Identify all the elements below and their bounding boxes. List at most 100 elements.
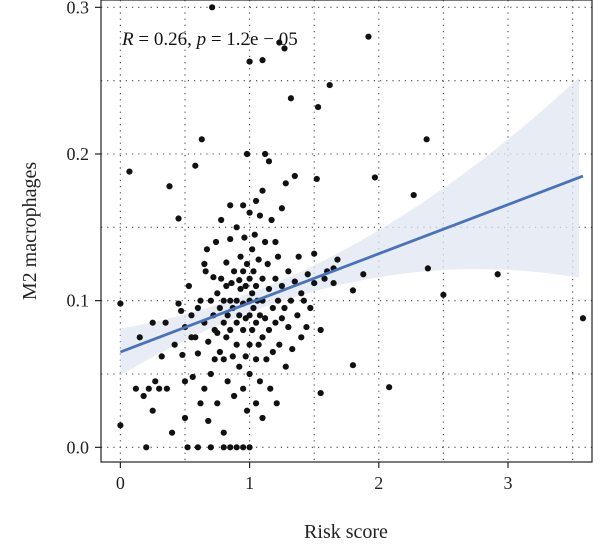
data-point (256, 212, 264, 219)
data-point (227, 444, 234, 451)
x-tick-label: 2 (374, 473, 383, 493)
data-point (246, 209, 253, 216)
data-point (295, 253, 302, 260)
r-value: = 0.26, (134, 29, 197, 50)
data-point (216, 348, 223, 356)
data-point (158, 353, 165, 360)
data-point (145, 385, 152, 392)
y-axis-label: M2 macrophages (19, 162, 41, 301)
data-point (143, 444, 150, 451)
data-point (233, 319, 240, 326)
data-point (276, 341, 283, 348)
data-point (265, 158, 273, 165)
data-point (242, 282, 249, 290)
data-point (223, 334, 230, 341)
data-point (203, 246, 211, 253)
data-point (194, 350, 202, 357)
data-point (256, 312, 264, 319)
data-point (192, 334, 199, 341)
data-point (285, 268, 292, 275)
data-point (321, 275, 328, 282)
data-point (259, 414, 266, 422)
data-point (263, 356, 270, 363)
data-point (220, 356, 227, 363)
data-point (230, 392, 238, 400)
data-point (265, 285, 273, 293)
data-point (276, 39, 283, 46)
data-point (272, 275, 279, 282)
y-tick-label: 0.2 (67, 144, 90, 164)
data-point (228, 279, 235, 287)
data-point (252, 356, 260, 363)
data-point (233, 297, 240, 304)
data-point (218, 216, 225, 224)
data-point (281, 304, 288, 312)
data-point (261, 315, 269, 322)
x-tick-label: 1 (245, 473, 254, 493)
y-tick-label: 0.0 (67, 437, 90, 457)
data-point (236, 312, 243, 319)
data-point (227, 297, 234, 304)
data-point (273, 400, 280, 407)
regression-line (119, 174, 584, 354)
data-point (246, 312, 253, 319)
data-point (194, 304, 202, 312)
data-point (246, 341, 253, 348)
data-point (152, 378, 159, 385)
data-point (278, 282, 285, 290)
data-point (317, 326, 324, 334)
grid-lines (101, 0, 592, 462)
data-point (249, 326, 256, 334)
data-point (197, 400, 204, 407)
data-point (298, 334, 305, 341)
data-point (163, 385, 170, 392)
data-point (249, 246, 256, 253)
data-point (240, 385, 247, 392)
data-point (209, 4, 216, 11)
data-point (237, 285, 244, 293)
data-point (579, 315, 587, 322)
data-point (184, 444, 191, 451)
data-point (304, 271, 311, 278)
data-point (220, 444, 227, 451)
data-point (181, 378, 189, 385)
data-point (233, 341, 240, 348)
data-point (240, 326, 247, 334)
data-point (223, 282, 230, 290)
data-point (246, 370, 253, 378)
data-point (240, 268, 247, 275)
data-point (278, 205, 285, 212)
data-point (175, 300, 182, 307)
data-point (317, 389, 324, 397)
data-point (227, 235, 234, 243)
data-point (240, 202, 247, 209)
data-point (223, 259, 230, 266)
data-point (349, 287, 357, 294)
data-point (287, 95, 295, 102)
data-point (252, 319, 260, 326)
data-point (259, 187, 266, 194)
data-point (313, 175, 320, 183)
data-point (181, 414, 189, 422)
data-point (360, 271, 367, 278)
data-point (227, 202, 234, 209)
y-tick-label: 0.3 (67, 0, 90, 17)
data-point (188, 312, 195, 319)
data-point (274, 253, 282, 260)
data-point (252, 282, 260, 290)
data-point (230, 268, 238, 275)
data-point (300, 297, 307, 304)
data-point (224, 312, 231, 319)
data-point (282, 180, 289, 187)
data-point (365, 33, 372, 40)
data-point (241, 234, 248, 241)
data-point (424, 265, 432, 272)
data-point (311, 250, 318, 257)
data-point (255, 341, 262, 348)
data-point (259, 57, 266, 64)
data-point (265, 326, 273, 334)
data-point (178, 307, 185, 315)
data-point (205, 338, 212, 345)
data-point (259, 275, 266, 282)
